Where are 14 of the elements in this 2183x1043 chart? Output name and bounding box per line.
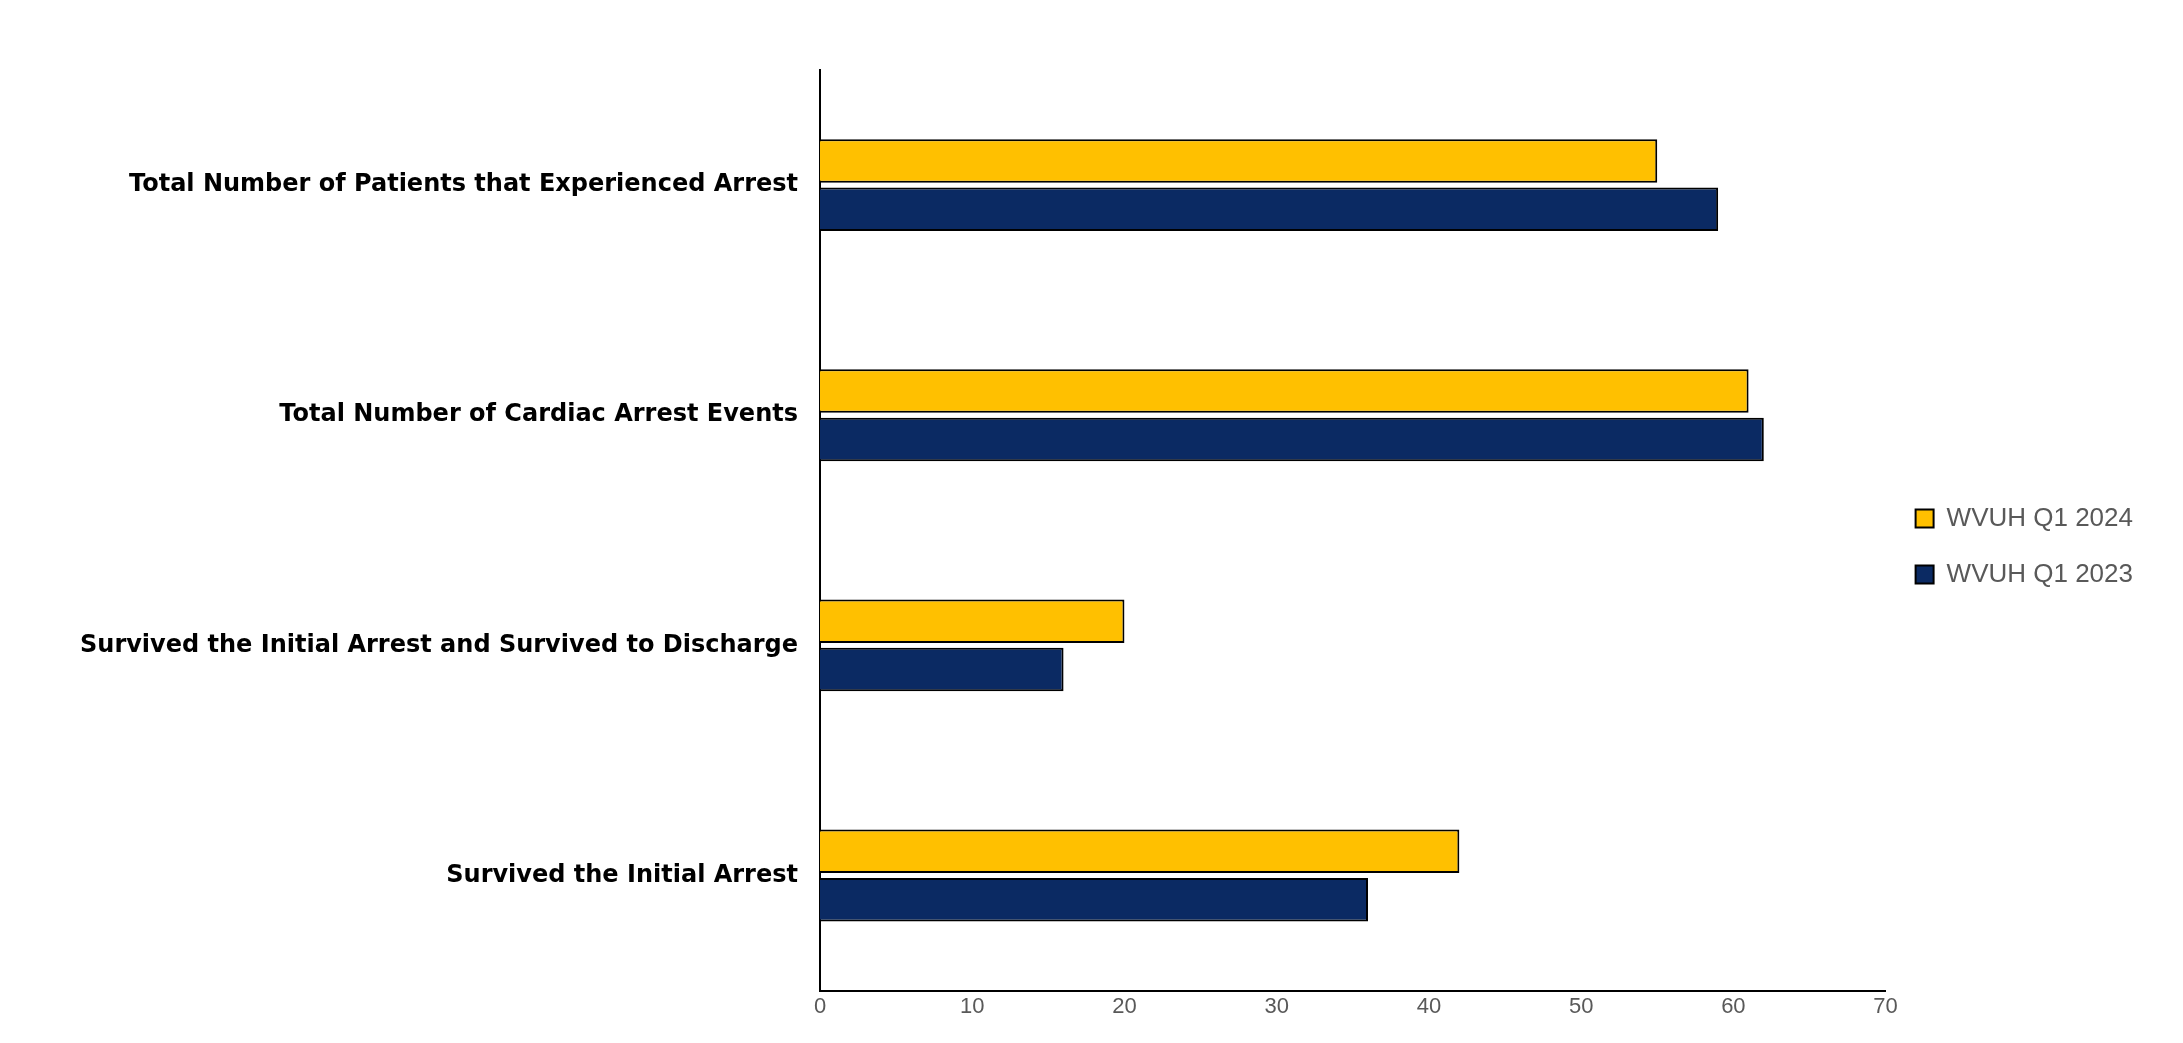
legend-label: WVUH Q1 2023: [1946, 557, 2133, 588]
x-tick-label: 40: [1416, 992, 1442, 1018]
x-tick-label: 70: [1873, 992, 1898, 1018]
x-tick-label: 10: [959, 992, 985, 1018]
y-tick-label: Survived the Initial Arrest and Survived to Discharge: [80, 629, 798, 658]
x-tick-label: 50: [1568, 992, 1594, 1018]
y-tick-label: Total Number of Patients that Experienced Arrest: [128, 169, 798, 198]
legend-label: WVUH Q1 2024: [1946, 501, 2133, 532]
y-tick-label: Total Number of Cardiac Arrest Events: [279, 399, 798, 428]
y-tick-label: Survived the Initial Arrest: [446, 859, 798, 888]
x-tick-label: 60: [1721, 992, 1746, 1018]
x-tick-label: 20: [1112, 992, 1137, 1018]
x-tick-label: 30: [1264, 992, 1289, 1018]
x-tick-label: 0: [813, 992, 827, 1018]
